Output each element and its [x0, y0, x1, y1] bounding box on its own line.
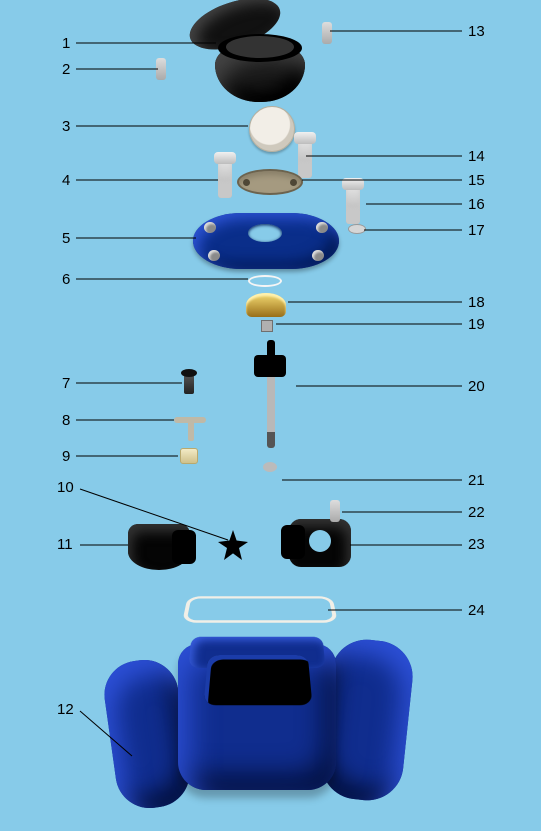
label-17: 17 — [468, 222, 485, 239]
label-4: 4 — [62, 172, 70, 189]
label-13: 13 — [468, 23, 485, 40]
bushing-part-9 — [180, 448, 198, 464]
nipple-part-19 — [261, 320, 273, 332]
insert-right-hole — [309, 530, 331, 552]
plate-bolt — [208, 250, 220, 261]
label-11: 11 — [57, 536, 73, 553]
exploded-diagram: 123456789101112131415161718192021222324 — [0, 0, 541, 831]
bolt-part-4 — [218, 160, 232, 198]
plate-bolt — [204, 222, 216, 233]
bolt-part-14 — [298, 140, 312, 178]
label-1: 1 — [62, 35, 70, 52]
label-19: 19 — [468, 316, 485, 333]
cover-inner — [226, 36, 294, 58]
insert-left-part-11 — [128, 524, 190, 570]
label-5: 5 — [62, 230, 70, 247]
label-7: 7 — [62, 375, 70, 392]
label-23: 23 — [468, 536, 485, 553]
label-9: 9 — [62, 448, 70, 465]
label-16: 16 — [468, 196, 485, 213]
screw-part-13 — [322, 22, 332, 44]
plate-bolt — [312, 250, 324, 261]
label-10: 10 — [57, 479, 74, 496]
plate-bolt — [316, 222, 328, 233]
rotor-part-10 — [218, 530, 248, 560]
pin-part-21 — [263, 462, 277, 472]
label-8: 8 — [62, 412, 70, 429]
label-21: 21 — [468, 472, 485, 489]
label-22: 22 — [468, 504, 485, 521]
screw-part-2 — [156, 58, 166, 80]
bolt-part-16 — [346, 186, 360, 224]
label-3: 3 — [62, 118, 70, 135]
impeller-head — [254, 355, 286, 377]
dial-part-3 — [249, 106, 295, 152]
label-12: 12 — [57, 701, 74, 718]
screw-part-7 — [184, 374, 194, 394]
label-14: 14 — [468, 148, 485, 165]
t-key-part-8 — [188, 417, 194, 441]
gasket-part-24 — [182, 596, 338, 622]
screw-part-22 — [330, 500, 340, 522]
label-18: 18 — [468, 294, 485, 311]
label-15: 15 — [468, 172, 485, 189]
label-24: 24 — [468, 602, 485, 619]
body-cavity — [204, 655, 313, 705]
label-6: 6 — [62, 271, 70, 288]
label-20: 20 — [468, 378, 485, 395]
washer-part-17 — [348, 224, 366, 234]
label-2: 2 — [62, 61, 70, 78]
top-plate-hole — [248, 224, 282, 242]
brass-nut-part-18 — [246, 293, 286, 317]
retainer-part-15 — [237, 169, 303, 195]
o-ring-part-6 — [248, 275, 282, 287]
